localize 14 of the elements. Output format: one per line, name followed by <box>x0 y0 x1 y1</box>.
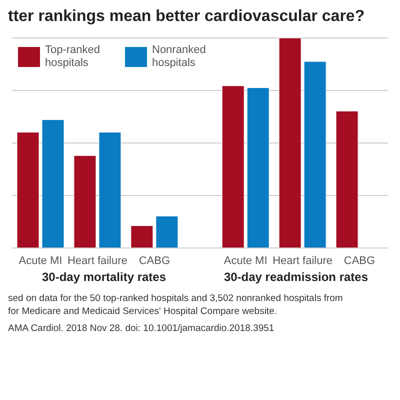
x-tick-label: CABG <box>138 254 170 267</box>
legend-label: Top-ranked hospitals <box>45 44 102 70</box>
x-tick-label: Heart failure <box>67 254 128 267</box>
legend-label: Nonranked hospitals <box>152 44 207 70</box>
x-tick-label: Heart failure <box>272 254 333 267</box>
x-tick-label: CABG <box>344 254 376 267</box>
text: 30-day mortality rates <box>40 270 168 284</box>
x-tick-label: Acute MI <box>18 254 62 267</box>
text: sed on data for the 50 top-ranked hospitals and 3,502 nonranked hospitals from <box>8 292 344 305</box>
text: for Medicare and Medicaid Services' Hospital Compare website. <box>8 305 278 318</box>
text: AMA Cardiol. 2018 Nov 28. doi: 10.1001/jamacardio.2018.3951 <box>8 322 276 335</box>
x-tick-label: Acute MI <box>224 254 268 267</box>
text: 30-day readmission rates <box>222 270 370 284</box>
chart-subtitle: tter rankings mean better cardiovascular care? <box>8 8 366 26</box>
